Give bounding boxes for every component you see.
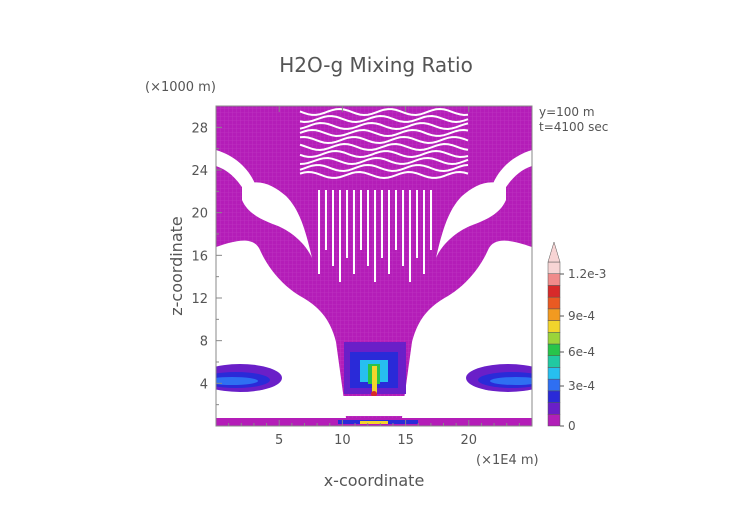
x-tick-label: 10 [334,433,351,448]
clear-region-upper-right [436,182,506,258]
streak [325,190,327,250]
stripe-line [299,149,469,159]
streak [381,190,383,258]
stripe-band [299,107,469,282]
colorbar-label: 6e-4 [568,345,595,359]
streak [416,190,418,258]
streak [388,190,390,274]
colorbar-segment [547,414,561,427]
info-line-1: y=100 m [539,105,595,119]
colorbar: 1.2e-3 9e-4 6e-4 3e-4 0 [547,241,606,433]
y-tick-label: 20 [191,207,208,222]
stripe-line [299,107,469,117]
streak [395,190,397,250]
stripe-line [299,170,469,180]
stripe-line [299,128,469,138]
info-line-2: t=4100 sec [539,120,608,134]
colorbar-label: 1.2e-3 [568,267,606,281]
streak [409,190,411,282]
plot-frame [215,105,533,427]
streak [367,190,369,266]
stripe-line [299,156,469,166]
x-tick-label: 5 [275,433,283,448]
stripe-line [299,114,469,124]
clear-region-top-left [216,150,256,190]
streak [339,190,341,282]
chart-title: H2O-g Mixing Ratio [279,53,473,77]
colorbar-segment [547,308,561,321]
y-tick-label: 8 [200,335,208,350]
colorbar-segment [547,355,561,368]
colorbar-segment [547,320,561,333]
stripe-line [299,142,469,152]
colorbar-segment [547,367,561,380]
colorbar-label: 0 [568,419,576,433]
streak [374,190,376,282]
stripe-line [299,121,469,131]
x-axis-label: x-coordinate [324,471,425,490]
stripe-line [299,163,469,173]
colorbar-segment [547,402,561,415]
streak [318,190,320,274]
colorbar-segment [547,378,561,392]
y-unit-label: (×1000 m) [145,80,216,95]
colorbar-arrow [547,241,561,263]
colorbar-segment [547,332,561,345]
streak [430,190,432,250]
y-axis-label: z-coordinate [167,216,186,316]
clear-region-upper-left [242,182,312,258]
x-tick-label: 15 [397,433,414,448]
clear-region-top-right [492,150,532,190]
streak [346,190,348,258]
core-column-red [371,391,377,397]
colorbar-segment [547,343,561,356]
core-column-yellow [372,366,377,394]
colorbar-label: 3e-4 [568,379,595,393]
left-layer-core [216,377,258,385]
streak [360,190,362,250]
streak [332,190,334,266]
y-tick-label: 16 [191,249,208,264]
right-layer-core [490,377,532,385]
y-tick-label: 12 [191,292,208,307]
colorbar-segment [547,261,561,274]
colorbar-label: 9e-4 [568,309,595,323]
y-tick-label: 24 [191,164,208,179]
x-tick-label: 20 [461,433,478,448]
y-tick-label: 28 [191,121,208,136]
x-unit-label: (×1E4 m) [476,453,539,468]
y-tick-label: 4 [200,377,208,392]
streak [353,190,355,274]
plot-field [216,106,532,426]
stripe-line [299,135,469,145]
colorbar-segment [547,285,561,298]
colorbar-segment [547,390,561,403]
colorbar-segment [547,296,561,310]
streak [402,190,404,266]
streak [423,190,425,274]
surface-band-core [360,421,388,424]
axes: 5 10 15 20 4 8 12 16 20 24 28 [191,106,520,448]
colorbar-segment [547,273,561,286]
lower-clear-band [216,396,532,416]
